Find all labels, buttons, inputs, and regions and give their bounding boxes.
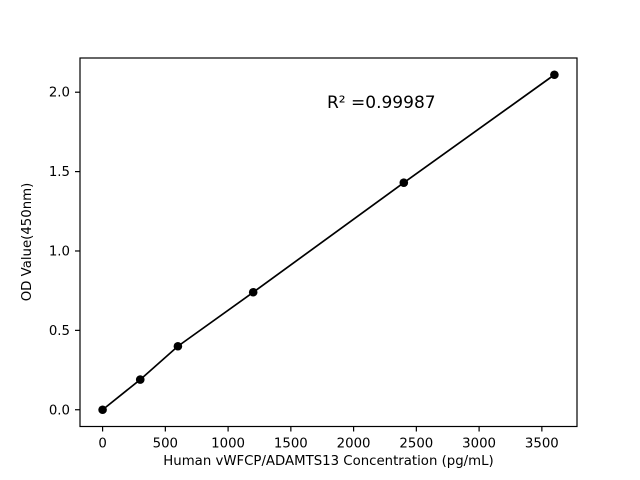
y-tick-label: 2.0 (49, 86, 70, 101)
x-tick-label: 2000 (337, 437, 371, 452)
y-tick-label: 1.0 (49, 244, 70, 259)
x-axis-label: Human vWFCP/ADAMTS13 Concentration (pg/m… (163, 454, 493, 469)
x-tick-label: 500 (153, 437, 178, 452)
y-axis-label: OD Value(450nm) (20, 183, 35, 302)
data-point (399, 178, 409, 188)
x-tick-label: 3000 (462, 437, 496, 452)
x-tick-label: 0 (98, 437, 106, 452)
y-tick-label: 0.5 (49, 324, 70, 339)
data-point (248, 287, 258, 297)
x-tick-label: 1000 (211, 437, 245, 452)
data-point (135, 375, 145, 384)
r-squared-annotation: R² =0.99987 (327, 93, 436, 113)
data-point (98, 405, 107, 415)
data-point (173, 341, 183, 351)
data-point (550, 70, 559, 80)
x-tick-label: 1500 (274, 437, 308, 452)
x-tick-label: 3500 (525, 437, 559, 452)
plot-area (79, 57, 578, 428)
y-tick-label: 0.0 (49, 403, 70, 418)
curve-line (101, 73, 556, 411)
x-tick-label: 2500 (399, 437, 433, 452)
y-tick-label: 1.5 (49, 165, 70, 180)
